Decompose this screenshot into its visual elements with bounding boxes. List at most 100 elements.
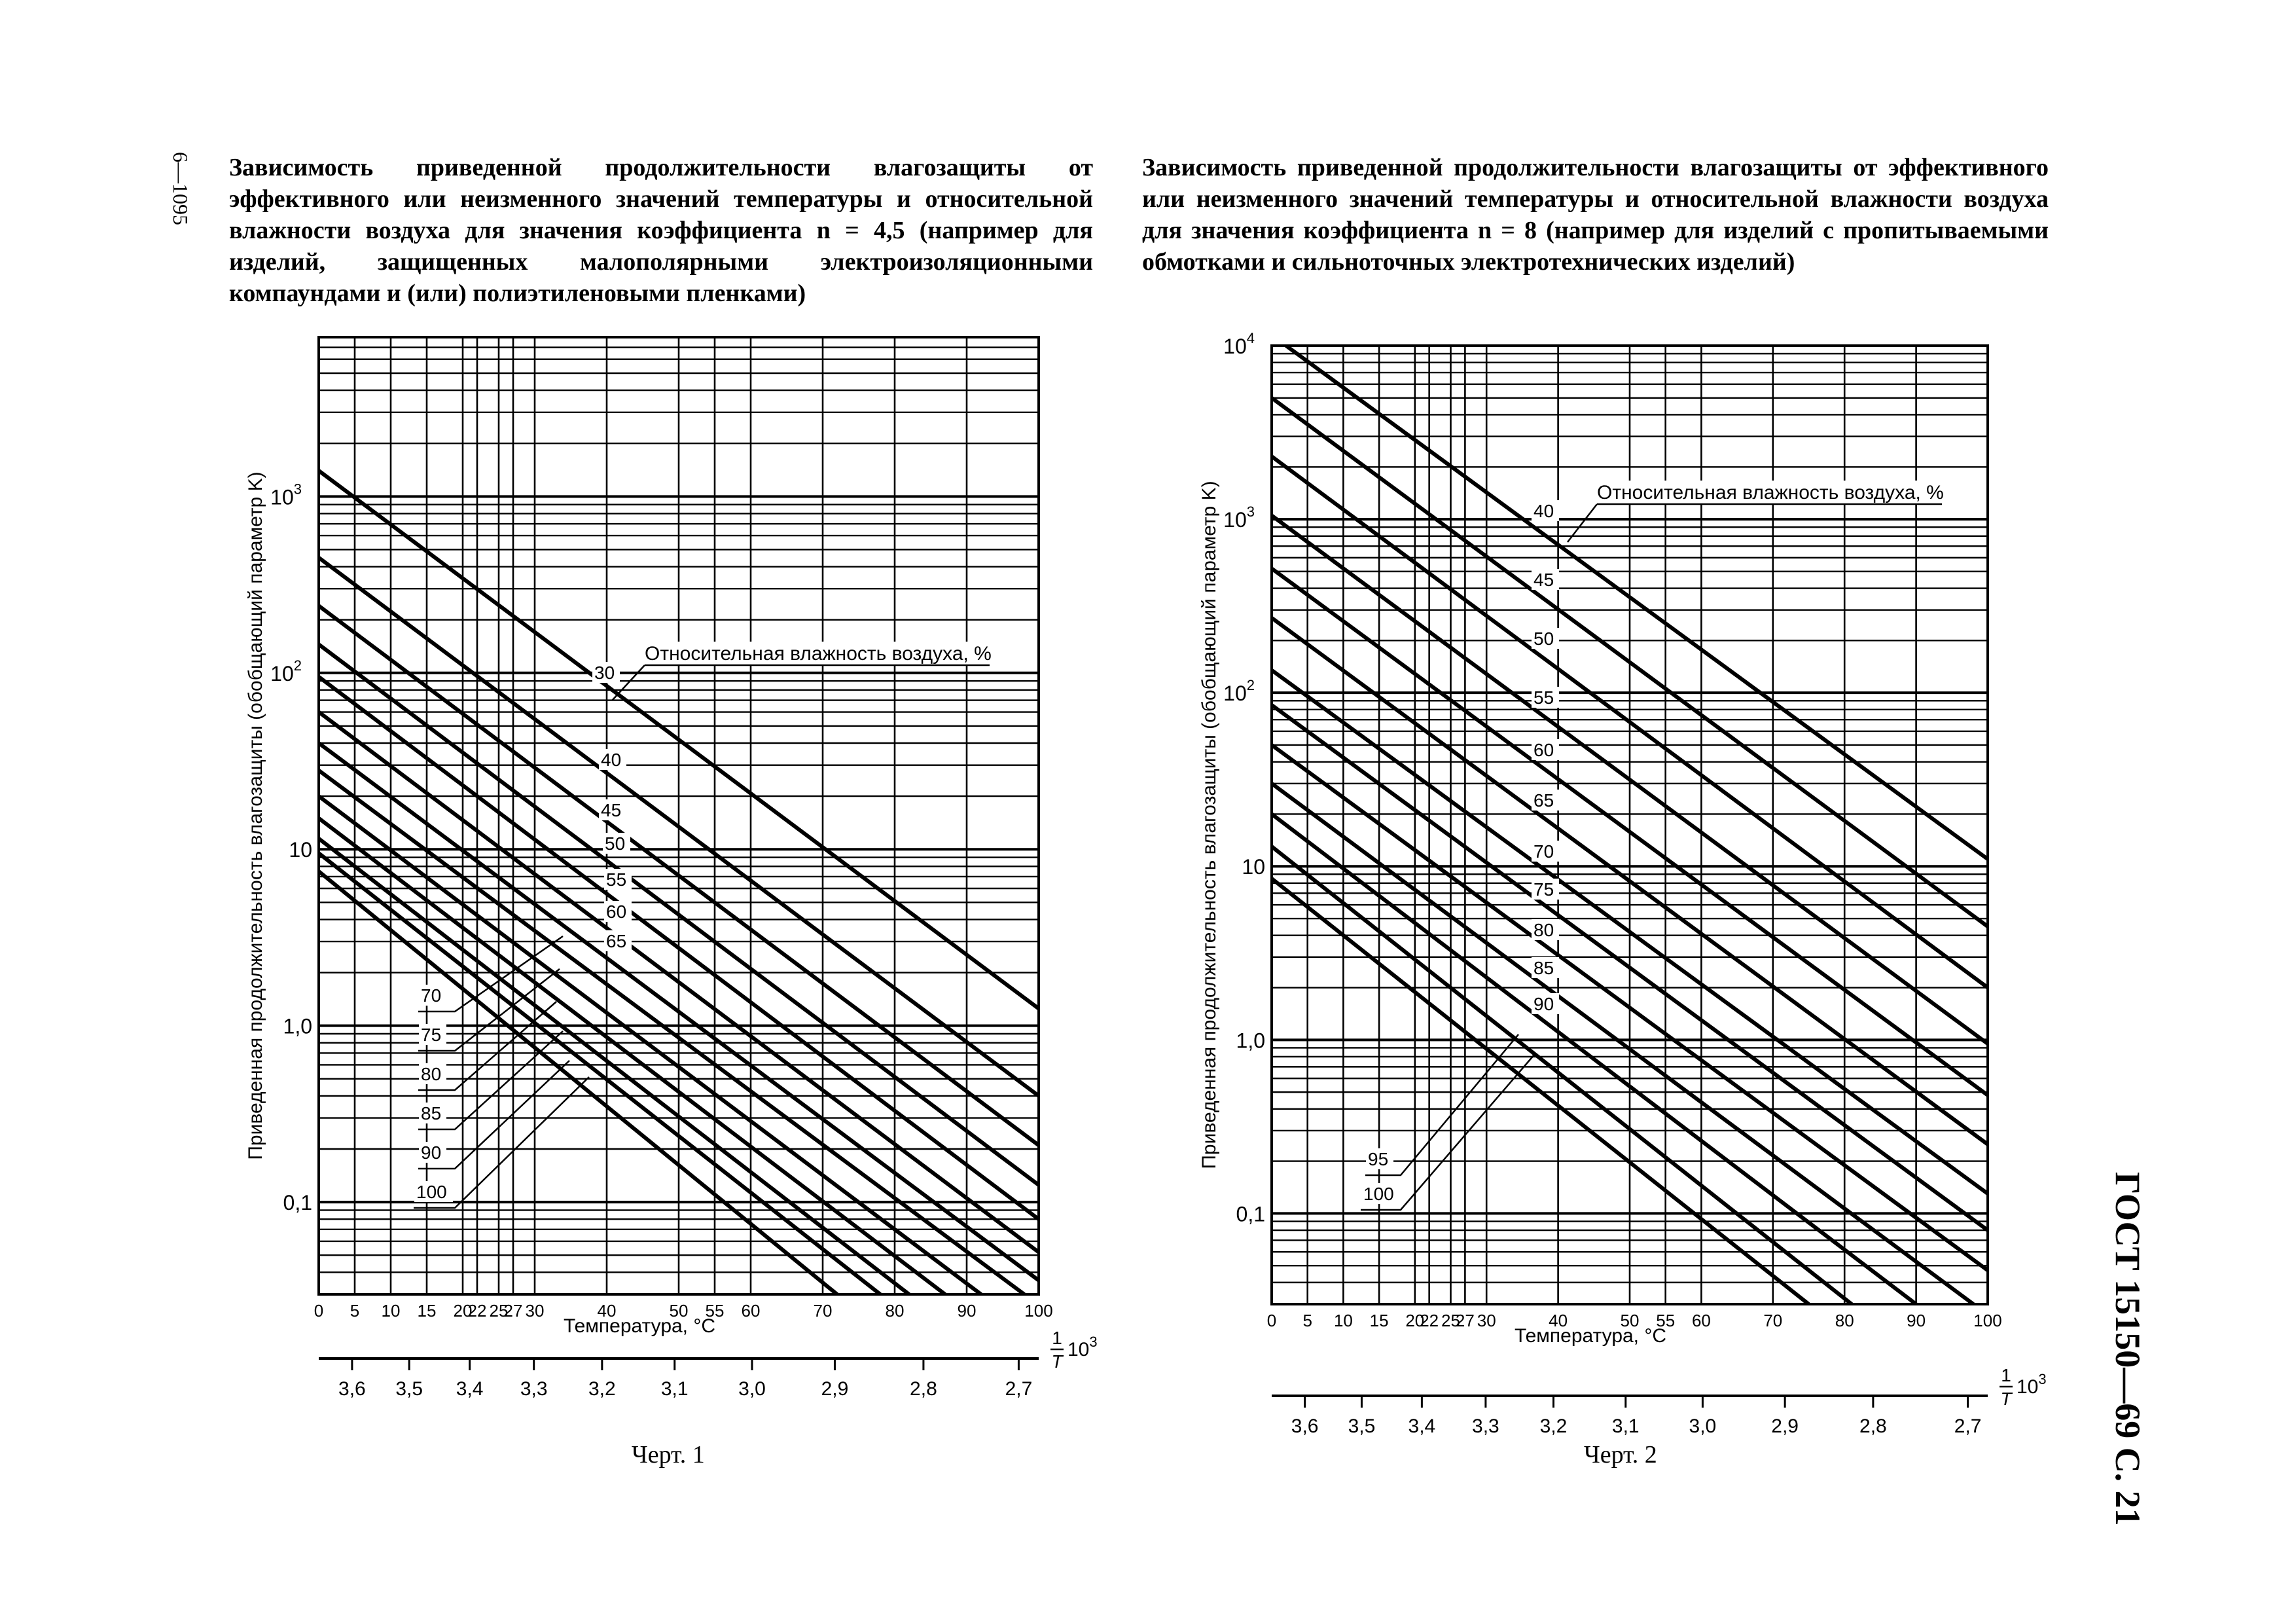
chart-2-frame — [1270, 344, 1989, 1305]
chart-2-reciprocal-label-numerator: 1 — [2001, 1365, 2011, 1385]
sheet-mark: 6—1095 — [169, 152, 192, 225]
chart-1-xtick-label: 5 — [350, 1301, 359, 1321]
chart-2-series-95-line — [1272, 845, 1853, 1304]
chart-1-legend-title: Относительная влажность воздуха, % — [645, 643, 992, 665]
chart-1-reciprocal-tick-label: 2,7 — [1005, 1378, 1033, 1400]
chart-2-xtick-label: 5 — [1302, 1311, 1312, 1330]
chart-2-xtick-label: 27 — [1456, 1311, 1475, 1330]
chart-1-series-70-label: 70 — [421, 985, 441, 1006]
chart-1-series-45-label: 45 — [601, 800, 621, 820]
chart-1-series-30-label-bg — [592, 662, 620, 683]
chart-1-reciprocal-tick-label: 3,4 — [456, 1378, 484, 1400]
chart-2-series-55-line — [1272, 514, 1988, 1046]
chart-1-reciprocal-tick-label: 3,0 — [738, 1378, 766, 1400]
chart-2-reciprocal-tick-label: 3,2 — [1540, 1415, 1568, 1437]
chart-2-xtick-label: 22 — [1420, 1311, 1439, 1330]
chart-2-ytick-label: 104 — [1223, 330, 1255, 358]
chart-1-series-80-line — [319, 816, 946, 1294]
chart-2-ytick-label: 1,0 — [1236, 1029, 1265, 1052]
chart-1-series-55-label-bg — [604, 869, 632, 890]
chart-2-series-40-label-bg — [1532, 500, 1559, 521]
chart-1-xtick-label: 50 — [670, 1301, 689, 1321]
chart-2-series-75-label: 75 — [1534, 879, 1554, 900]
chart-2-xtick-label: 10 — [1334, 1311, 1353, 1330]
chart-1-series-60-label-bg — [604, 901, 632, 922]
chart-2-series-85-line — [1272, 782, 1975, 1304]
chart-2-ytick-label: 0,1 — [1236, 1202, 1265, 1226]
chart-1-series-40-line — [319, 556, 1039, 1098]
chart-2-reciprocal-tick-label: 3,4 — [1408, 1415, 1436, 1437]
chart-1-frame — [317, 336, 1040, 1296]
chart-1-xtick-label: 60 — [742, 1301, 761, 1321]
chart-2-series-65-label: 65 — [1534, 790, 1554, 811]
chart-1-series-90-label-bg — [419, 1142, 446, 1163]
chart-1-xtick-label: 100 — [1024, 1301, 1052, 1321]
chart-2-series-80-line — [1272, 743, 1988, 1272]
chart-1-series-80-label: 80 — [421, 1064, 441, 1084]
chart-2-series-100-leader — [1361, 1053, 1535, 1211]
chart-2-xtick-label: 15 — [1370, 1311, 1389, 1330]
chart-1-reciprocal-tick-label: 3,6 — [338, 1378, 366, 1400]
chart-1-legend-leader — [611, 665, 645, 701]
chart-2-series-90-line — [1272, 812, 1918, 1304]
chart-2-series-100-label-bg — [1361, 1183, 1400, 1204]
chart-1-series-85-line — [319, 837, 910, 1294]
chart-2-xtick-label: 25 — [1441, 1311, 1460, 1330]
chart-2-series-45-label-bg — [1532, 569, 1559, 590]
chart-1-series-70-line — [319, 769, 1026, 1294]
chart-2-reciprocal-label-power: 103 — [2017, 1371, 2047, 1398]
chart-1-series-75-label-bg — [419, 1024, 446, 1045]
chart-1-series-40-label: 40 — [601, 750, 621, 770]
chart-2-reciprocal-tick-label: 2,7 — [1954, 1415, 1982, 1437]
chart-2-series-70-label-bg — [1532, 841, 1559, 862]
chart-2-ytick-label: 10 — [1242, 855, 1265, 879]
chart-1-series-65-label: 65 — [606, 931, 626, 951]
chart-2-legend-leader — [1567, 503, 1598, 543]
chart-2-y-axis-title: Приведенная продолжительность влагозащит… — [1198, 481, 1220, 1169]
chart-1-y-axis-title: Приведенная продолжительность влагозащит… — [245, 471, 266, 1159]
chart-1-series-90-leader — [418, 1060, 570, 1170]
chart-2-series-55-label-bg — [1532, 687, 1559, 708]
chart-1-series-45-label-bg — [599, 799, 626, 820]
chart-2-series-60-label-bg — [1532, 739, 1559, 760]
chart-1-reciprocal-tick-label: 3,3 — [520, 1378, 548, 1400]
chart-1-series-65-line — [319, 741, 1039, 1283]
chart-2-series-75-line — [1272, 703, 1988, 1232]
chart-1-series-90-line — [319, 851, 882, 1294]
chart-2-series-95-label: 95 — [1368, 1149, 1388, 1169]
chart-2-series-90-label-bg — [1532, 993, 1559, 1014]
chart-1-series-40-label-bg — [599, 749, 626, 770]
chart-1-reciprocal-tick-label: 3,5 — [395, 1378, 423, 1400]
chart-1-xtick-label: 10 — [382, 1301, 401, 1321]
chart-1-series-100-label-bg — [414, 1181, 453, 1202]
chart-2-series-80-label-bg — [1532, 919, 1559, 940]
chart-2-reciprocal-tick-label: 3,1 — [1612, 1415, 1640, 1437]
chart-2-series-70-label: 70 — [1534, 841, 1554, 862]
chart-1-reciprocal-tick-label: 2,8 — [910, 1378, 937, 1400]
chart-1-reciprocal-tick-label: 3,2 — [588, 1378, 616, 1400]
chart-1-xtick-label: 40 — [598, 1301, 617, 1321]
chart-2-series-50-label-bg — [1532, 628, 1559, 649]
chart-2-xtick-label: 40 — [1549, 1311, 1568, 1330]
chart-2-series-95-leader — [1365, 1034, 1519, 1176]
chart-1-ytick-label: 1,0 — [283, 1015, 312, 1038]
chart-2-xtick-label: 30 — [1477, 1311, 1496, 1330]
chart-1-series-70-leader — [418, 935, 564, 1013]
chart-2-series-60-label: 60 — [1534, 740, 1554, 760]
chart-2-series-100-label: 100 — [1363, 1184, 1394, 1204]
chart-2-reciprocal-label-denominator: T — [2000, 1389, 2013, 1409]
chart-2-series-45-line — [1272, 396, 1988, 928]
chart-1-x-axis-title: Температура, °C — [564, 1315, 715, 1337]
gost-standard-label: ГОСТ 15150—69 С. 21 — [2108, 1172, 2147, 1526]
chart-2-series-60-line — [1272, 566, 1988, 1097]
chart-2-series-80-label: 80 — [1534, 920, 1554, 940]
chart-2-series-75-label-bg — [1532, 879, 1559, 900]
chart-1-xtick-label: 20 — [454, 1301, 473, 1321]
chart-2-series-50-line — [1272, 454, 1988, 989]
chart-2-xtick-label: 20 — [1405, 1311, 1424, 1330]
chart-1-xtick-label: 90 — [958, 1301, 977, 1321]
chart-2-reciprocal-tick-label: 3,5 — [1348, 1415, 1376, 1437]
chart-1-series-55-line — [319, 675, 1039, 1221]
